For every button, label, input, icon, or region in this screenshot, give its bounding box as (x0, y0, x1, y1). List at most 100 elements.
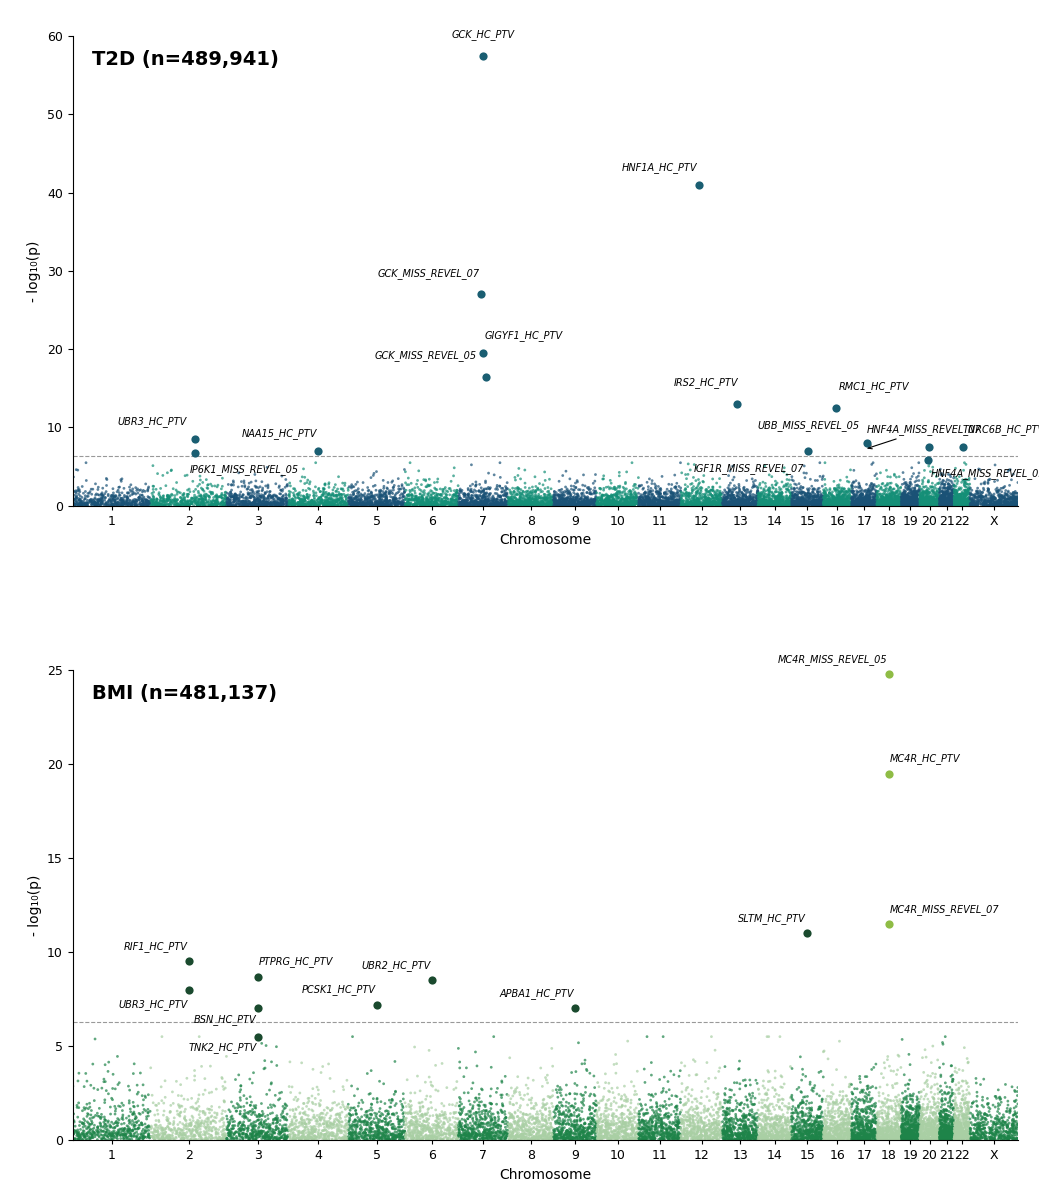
Point (603, 494, 619, 514)
Point (924, 1117, 940, 1136)
Point (948, 1122, 964, 1141)
Point (863, 478, 880, 497)
Point (895, 488, 911, 508)
Point (603, 496, 619, 515)
Point (997, 1102, 1014, 1121)
Point (420, 1120, 436, 1139)
Point (947, 494, 963, 514)
Point (793, 496, 809, 515)
Point (867, 466, 883, 485)
Point (844, 1126, 860, 1145)
Point (818, 486, 834, 505)
Point (922, 1106, 938, 1126)
Point (913, 1126, 930, 1145)
Point (619, 492, 636, 511)
Point (996, 1127, 1013, 1146)
Point (929, 490, 945, 509)
Point (961, 496, 978, 515)
Point (74, 496, 90, 515)
Point (913, 488, 930, 508)
Point (931, 487, 948, 506)
Point (834, 1121, 851, 1140)
Point (800, 484, 817, 503)
Point (435, 492, 452, 511)
Point (907, 492, 924, 511)
Point (900, 1128, 916, 1147)
Point (637, 1104, 654, 1123)
Point (554, 490, 570, 509)
Point (864, 1123, 881, 1142)
Point (607, 492, 623, 511)
Point (613, 1122, 630, 1141)
Point (512, 1130, 529, 1150)
Point (656, 493, 672, 512)
Point (123, 1112, 139, 1132)
Point (396, 482, 412, 502)
Point (756, 491, 773, 510)
Point (868, 493, 884, 512)
Point (405, 1121, 422, 1140)
Point (221, 486, 238, 505)
Point (898, 1124, 914, 1144)
Point (591, 1110, 608, 1129)
Point (179, 485, 195, 504)
Point (877, 494, 894, 514)
Point (1005, 464, 1021, 484)
Point (868, 1109, 884, 1128)
Point (707, 1121, 723, 1140)
Point (689, 491, 705, 510)
Point (148, 1127, 164, 1146)
Point (779, 1130, 796, 1150)
Point (932, 1120, 949, 1139)
Point (783, 1127, 800, 1146)
Point (838, 493, 855, 512)
Point (609, 494, 625, 514)
Point (145, 476, 162, 496)
Point (951, 487, 967, 506)
Point (591, 496, 608, 515)
Point (707, 1118, 723, 1138)
Point (145, 1129, 162, 1148)
Point (986, 1129, 1003, 1148)
Point (806, 492, 823, 511)
Point (638, 492, 655, 511)
Point (878, 496, 895, 515)
Point (387, 496, 403, 515)
Point (179, 492, 195, 511)
Point (409, 488, 426, 508)
Point (410, 493, 427, 512)
Point (299, 485, 316, 504)
Point (224, 496, 241, 515)
Point (660, 494, 676, 514)
Point (624, 1116, 641, 1135)
Point (208, 1080, 224, 1099)
Point (646, 1124, 663, 1144)
Point (871, 494, 887, 514)
Point (616, 1127, 633, 1146)
Point (515, 1130, 532, 1150)
Point (574, 494, 590, 514)
Point (819, 493, 835, 512)
Point (758, 1130, 775, 1150)
Point (272, 496, 289, 515)
Point (717, 491, 734, 510)
Point (975, 1123, 991, 1142)
Point (203, 484, 219, 503)
Point (655, 493, 671, 512)
Point (898, 1127, 914, 1146)
Point (248, 1126, 265, 1145)
Point (815, 492, 831, 511)
Point (924, 1111, 940, 1130)
Point (182, 1130, 198, 1150)
Point (951, 1123, 967, 1142)
Point (293, 1128, 310, 1147)
Point (872, 1126, 888, 1145)
Point (950, 493, 966, 512)
Point (636, 1122, 652, 1141)
Point (883, 485, 900, 504)
Point (656, 488, 672, 508)
Point (737, 1122, 753, 1141)
Point (82, 1105, 99, 1124)
Point (781, 1126, 798, 1145)
Point (913, 487, 930, 506)
